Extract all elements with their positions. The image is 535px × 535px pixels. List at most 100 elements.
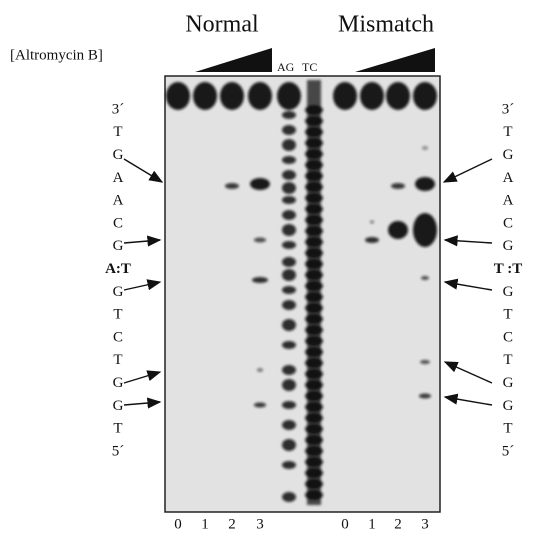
sequence-base: C — [503, 329, 513, 345]
band — [305, 248, 323, 258]
band — [257, 368, 263, 372]
lane-label: 2 — [394, 516, 402, 532]
lane-label: 2 — [228, 516, 236, 532]
band — [166, 82, 190, 110]
band — [254, 402, 266, 408]
band — [305, 149, 323, 159]
sequence-base: G — [113, 284, 124, 300]
sequence-base: G — [113, 147, 124, 163]
band — [305, 303, 323, 313]
sequence-base: G — [503, 284, 514, 300]
band — [305, 358, 323, 368]
band — [305, 237, 323, 247]
sequence-base: A — [113, 170, 124, 186]
sequence-base: A:T — [105, 261, 131, 277]
band — [305, 446, 323, 456]
sequence-base: 5´ — [502, 443, 515, 459]
sequence-base: A — [113, 193, 124, 209]
band — [305, 193, 323, 203]
sequence-base: A — [503, 193, 514, 209]
band — [305, 479, 323, 489]
sequence-base: T — [503, 124, 512, 140]
band — [282, 492, 296, 502]
band — [305, 182, 323, 192]
band — [413, 82, 437, 110]
band — [282, 241, 296, 249]
gradient-wedge — [355, 48, 435, 72]
band — [282, 170, 296, 180]
band — [282, 420, 296, 430]
band — [415, 177, 435, 191]
band — [282, 319, 296, 331]
band — [282, 257, 296, 267]
band — [305, 347, 323, 357]
band — [305, 259, 323, 269]
sequence-base: T :T — [494, 261, 522, 277]
band — [282, 210, 296, 220]
band — [305, 138, 323, 148]
sequence-base: T — [113, 307, 122, 323]
band — [305, 413, 323, 423]
sequence-base: G — [503, 238, 514, 254]
lane-label: 0 — [174, 516, 182, 532]
sequence-base: T — [113, 421, 122, 437]
band — [305, 116, 323, 126]
band — [305, 402, 323, 412]
band — [305, 325, 323, 335]
band — [305, 160, 323, 170]
sequence-base: T — [113, 124, 122, 140]
band — [305, 281, 323, 291]
lane-label: 3 — [256, 516, 264, 532]
band — [305, 457, 323, 467]
band — [282, 139, 296, 151]
band — [282, 439, 296, 451]
band — [391, 183, 405, 189]
band — [305, 105, 323, 115]
band — [305, 468, 323, 478]
sequence-base: G — [113, 375, 124, 391]
arrow — [123, 235, 162, 247]
marker-lane-label: AG — [277, 60, 295, 74]
band — [248, 82, 272, 110]
band — [420, 360, 430, 364]
lane-label: 1 — [201, 516, 209, 532]
gradient-wedge — [195, 48, 272, 72]
band — [282, 341, 296, 349]
band — [305, 215, 323, 225]
arrow — [443, 235, 493, 247]
band — [421, 276, 429, 280]
band — [305, 490, 323, 500]
band — [305, 127, 323, 137]
gel — [164, 75, 441, 513]
band — [388, 221, 408, 239]
band — [413, 213, 437, 247]
band — [305, 435, 323, 445]
band — [282, 461, 296, 469]
band — [282, 156, 296, 164]
sequence-base: G — [113, 238, 124, 254]
arrow — [443, 393, 493, 406]
band — [305, 391, 323, 401]
band — [252, 277, 268, 283]
band — [305, 270, 323, 280]
lane-label: 3 — [421, 516, 429, 532]
band — [360, 82, 384, 110]
band — [419, 393, 431, 399]
sequence-base: 3´ — [502, 101, 515, 117]
sequence-base: 3´ — [112, 101, 125, 117]
arrow — [123, 158, 164, 183]
sequence-base: T — [503, 307, 512, 323]
arrow — [123, 397, 162, 409]
compound-label: [Altromycin B] — [10, 47, 103, 63]
sequence-base: C — [113, 215, 123, 231]
band — [282, 182, 296, 194]
band — [282, 111, 296, 119]
band — [282, 379, 296, 391]
band — [254, 237, 266, 243]
band — [305, 369, 323, 379]
band — [305, 424, 323, 434]
arrow — [443, 361, 493, 384]
band — [250, 178, 270, 190]
